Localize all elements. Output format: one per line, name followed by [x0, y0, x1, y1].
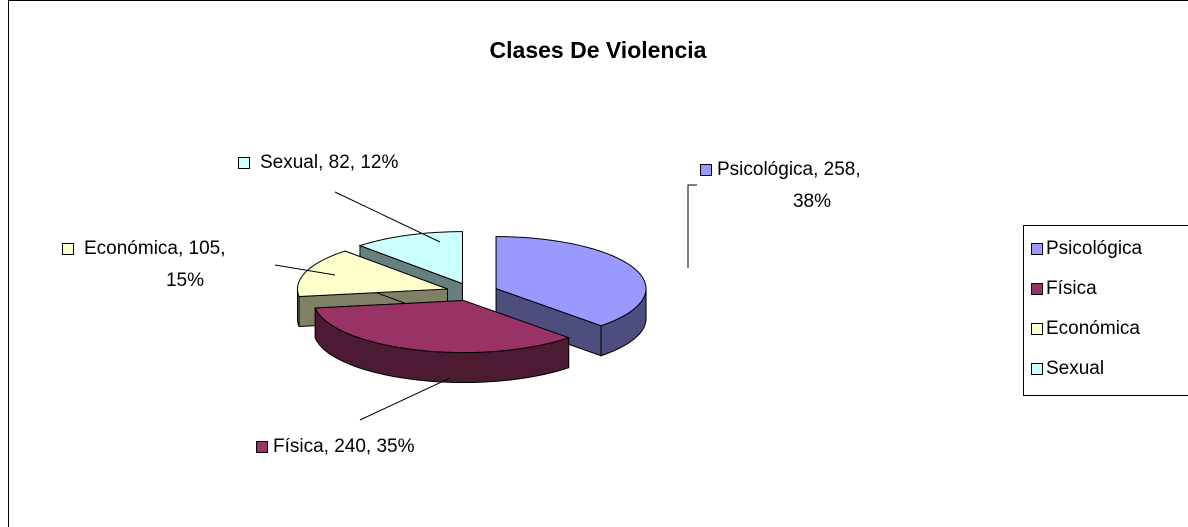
legend-label: Física [1046, 278, 1097, 299]
legend-swatch [1031, 243, 1043, 255]
legend-swatch [1031, 283, 1043, 295]
data-label: Psicológica, 258, 38% [717, 159, 866, 212]
data-label: Económica, 105, 15% [84, 238, 231, 291]
data-label: Sexual, 82, 12% [260, 152, 398, 173]
slice-top [314, 300, 571, 354]
label-swatch [238, 157, 250, 169]
leader-line [687, 184, 697, 268]
pie-slice [314, 299, 571, 384]
label-swatch [256, 441, 268, 453]
leader-line [359, 377, 451, 421]
legend-label: Psicológica [1046, 238, 1143, 259]
slice-top [296, 250, 448, 298]
data-label: Física, 240, 35% [273, 436, 415, 457]
legend-label: Sexual [1046, 358, 1104, 379]
leader-line [334, 191, 441, 243]
chart-title: Clases De Violencia [490, 37, 707, 63]
slice-top [358, 231, 463, 285]
legend-swatch [1031, 323, 1043, 335]
slice-top [495, 236, 647, 327]
leader-line [274, 264, 336, 276]
legend-swatch [1031, 363, 1043, 375]
label-swatch [62, 243, 74, 255]
pie-slice [495, 236, 647, 357]
legend-label: Económica [1046, 318, 1140, 339]
legend-box [1023, 225, 1188, 396]
label-swatch [700, 164, 712, 176]
